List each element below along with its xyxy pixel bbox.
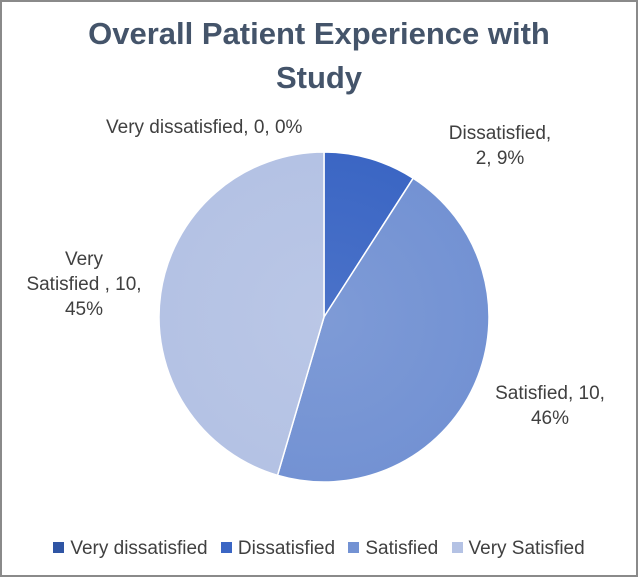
legend-item-very-satisfied: Very Satisfied bbox=[451, 538, 585, 560]
legend-item-satisfied: Satisfied bbox=[348, 538, 438, 560]
chart-title-line-2: Study bbox=[275, 60, 363, 95]
legend-item-very-dissatisfied: Very dissatisfied bbox=[53, 538, 208, 560]
chart-legend: Very dissatisfied Dissatisfied Satisfied… bbox=[2, 538, 636, 560]
data-label-very-satisfied: Very Satisfied , 10, 45% bbox=[26, 249, 142, 320]
legend-swatch bbox=[53, 542, 65, 553]
data-label-very-dissatisfied: Very dissatisfied, 0, 0% bbox=[106, 117, 303, 138]
legend-swatch bbox=[348, 542, 360, 553]
data-label-satisfied: Satisfied, 10, 46% bbox=[495, 383, 605, 429]
chart-title: Overall Patient Experience with Study bbox=[2, 12, 636, 100]
data-label-dissatisfied: Dissatisfied, 2, 9% bbox=[448, 123, 552, 169]
pie-slice-satisfied bbox=[276, 177, 490, 483]
legend-item-dissatisfied: Dissatisfied bbox=[220, 538, 335, 560]
pie-slice-dissatisfied bbox=[323, 151, 415, 320]
legend-swatch bbox=[220, 542, 232, 553]
legend-swatch bbox=[451, 542, 463, 553]
pie-slice-very-satisfied bbox=[158, 151, 325, 477]
chart-title-line-1: Overall Patient Experience with bbox=[88, 16, 550, 51]
